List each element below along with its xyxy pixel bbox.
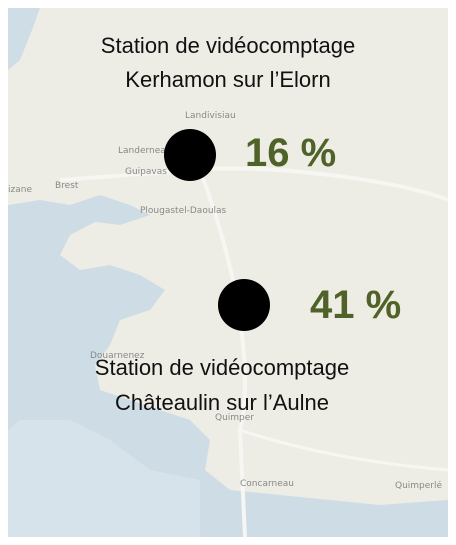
- station-dot: [218, 279, 270, 331]
- share-label: 16 %: [245, 131, 336, 175]
- place-label: Douarnenez: [90, 351, 145, 361]
- place-label: Guipavas: [125, 167, 167, 177]
- place-label: izane: [8, 185, 32, 195]
- sea: [8, 420, 200, 537]
- station-title: Station de vidéocomptage: [95, 355, 349, 380]
- place-label: Landerneau: [118, 146, 172, 156]
- sea: [8, 8, 40, 70]
- place-label: Quimper: [215, 413, 254, 423]
- station-place: Kerhamon sur l’Elorn: [125, 67, 330, 92]
- station-dot: [164, 129, 216, 181]
- share-label: 41 %: [310, 283, 401, 327]
- place-label: Brest: [55, 181, 79, 191]
- place-label: Concarneau: [240, 479, 294, 489]
- station-title: Station de vidéocomptage: [101, 33, 355, 58]
- station-place: Châteaulin sur l’Aulne: [115, 390, 329, 415]
- road: [239, 428, 449, 472]
- road: [59, 166, 449, 202]
- place-label: Plougastel-Daoulas: [140, 206, 227, 216]
- place-label: Quimperlé: [395, 480, 443, 491]
- place-label: Landivisiau: [185, 111, 236, 121]
